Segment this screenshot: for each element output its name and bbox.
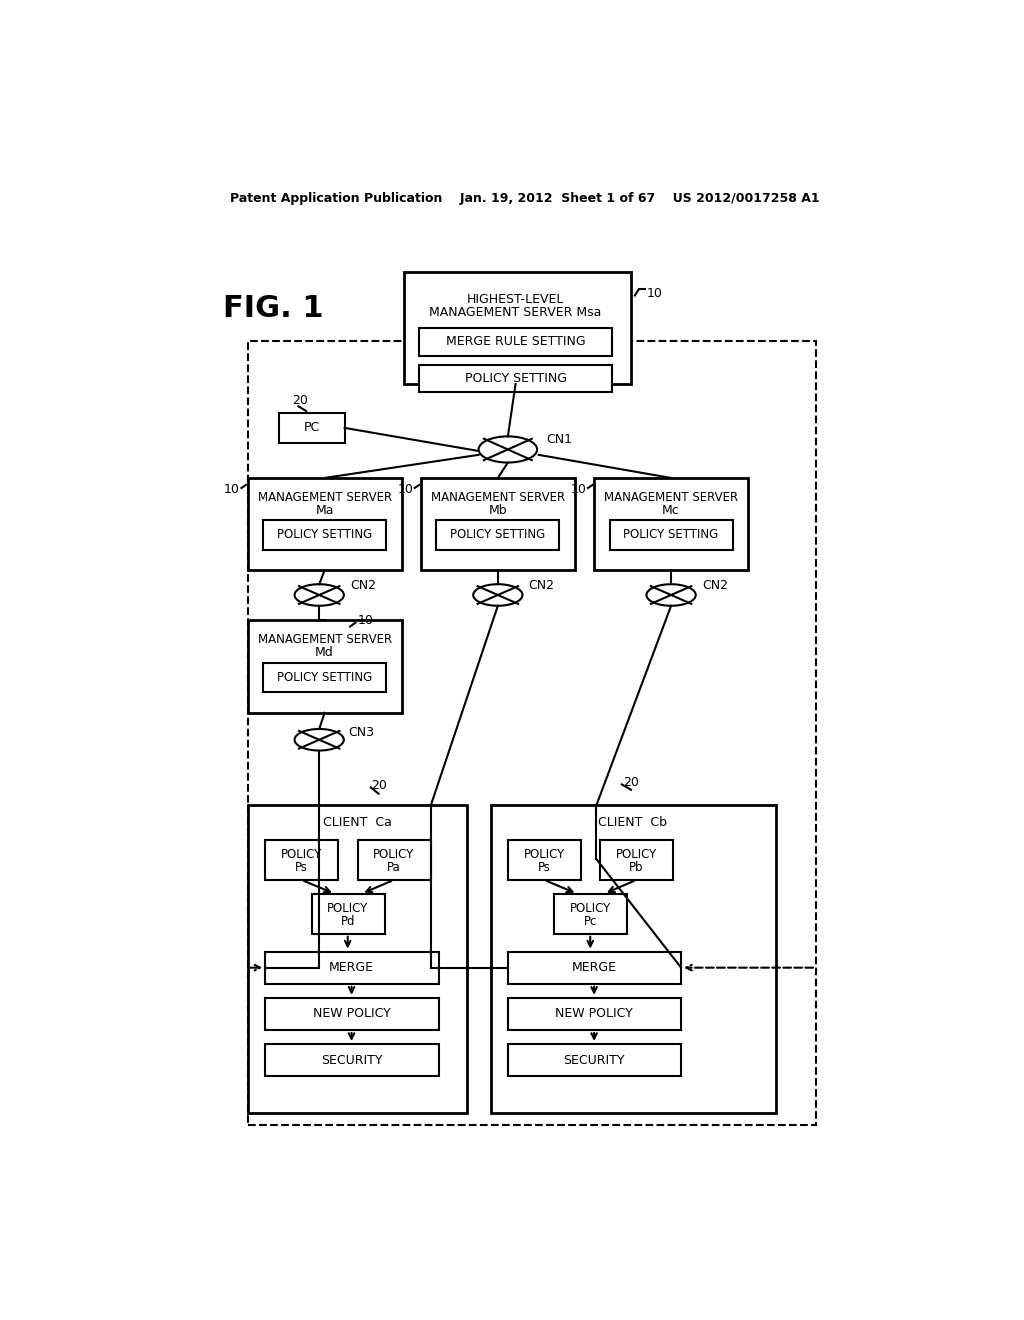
Text: MANAGEMENT SERVER: MANAGEMENT SERVER xyxy=(431,491,565,504)
Bar xyxy=(280,413,345,444)
Text: POLICY: POLICY xyxy=(569,902,611,915)
Text: Mb: Mb xyxy=(488,504,507,517)
Bar xyxy=(421,478,574,570)
Bar xyxy=(508,952,681,983)
Text: CN1: CN1 xyxy=(547,433,572,446)
Text: POLICY SETTING: POLICY SETTING xyxy=(624,528,719,541)
Text: CN2: CN2 xyxy=(701,579,728,593)
Text: MANAGEMENT SERVER Msa: MANAGEMENT SERVER Msa xyxy=(429,306,602,319)
Text: MANAGEMENT SERVER: MANAGEMENT SERVER xyxy=(604,491,738,504)
Text: MANAGEMENT SERVER: MANAGEMENT SERVER xyxy=(258,491,391,504)
Ellipse shape xyxy=(478,437,538,462)
Bar xyxy=(508,1044,681,1076)
Ellipse shape xyxy=(473,585,522,606)
Text: 20: 20 xyxy=(372,779,387,792)
Text: MANAGEMENT SERVER: MANAGEMENT SERVER xyxy=(258,634,391,647)
Text: MERGE: MERGE xyxy=(329,961,374,974)
Bar xyxy=(265,952,438,983)
Text: CLIENT  Cb: CLIENT Cb xyxy=(598,816,667,829)
Bar xyxy=(403,272,631,384)
Text: POLICY: POLICY xyxy=(615,847,657,861)
Text: FIG. 1: FIG. 1 xyxy=(222,294,324,323)
Bar xyxy=(419,364,611,392)
Text: POLICY: POLICY xyxy=(374,847,415,861)
Text: Pa: Pa xyxy=(387,861,400,874)
Text: 10: 10 xyxy=(357,614,374,627)
Bar xyxy=(490,805,776,1113)
Bar xyxy=(508,998,681,1030)
Bar xyxy=(263,663,386,692)
Bar xyxy=(594,478,749,570)
Text: Pd: Pd xyxy=(340,915,355,928)
Bar xyxy=(263,520,386,549)
Text: Md: Md xyxy=(315,647,334,659)
Text: NEW POLICY: NEW POLICY xyxy=(555,1007,633,1020)
Text: Mc: Mc xyxy=(663,504,680,517)
Bar xyxy=(265,840,339,880)
Bar xyxy=(508,840,581,880)
Text: MERGE: MERGE xyxy=(571,961,616,974)
Text: Ps: Ps xyxy=(295,861,308,874)
Text: HIGHEST-LEVEL: HIGHEST-LEVEL xyxy=(467,293,564,306)
Bar xyxy=(609,520,733,549)
Bar xyxy=(357,840,431,880)
Text: 10: 10 xyxy=(224,483,240,496)
Text: POLICY: POLICY xyxy=(523,847,564,861)
Text: NEW POLICY: NEW POLICY xyxy=(312,1007,390,1020)
Bar xyxy=(248,620,401,713)
Bar xyxy=(248,478,401,570)
Text: POLICY SETTING: POLICY SETTING xyxy=(465,372,566,385)
Text: Pc: Pc xyxy=(584,915,597,928)
Text: Ps: Ps xyxy=(538,861,551,874)
Text: POLICY SETTING: POLICY SETTING xyxy=(276,528,373,541)
Text: MERGE RULE SETTING: MERGE RULE SETTING xyxy=(445,335,586,348)
Ellipse shape xyxy=(295,585,344,606)
Text: Patent Application Publication    Jan. 19, 2012  Sheet 1 of 67    US 2012/001725: Patent Application Publication Jan. 19, … xyxy=(230,191,819,205)
Text: 10: 10 xyxy=(397,483,413,496)
Text: 10: 10 xyxy=(570,483,587,496)
Ellipse shape xyxy=(295,729,344,751)
Bar xyxy=(554,894,628,933)
Text: POLICY: POLICY xyxy=(281,847,323,861)
Bar xyxy=(248,805,467,1113)
Text: SECURITY: SECURITY xyxy=(563,1053,625,1067)
Text: CN3: CN3 xyxy=(348,726,375,739)
Text: 10: 10 xyxy=(646,286,663,300)
Text: 20: 20 xyxy=(292,395,308,408)
Bar xyxy=(311,894,385,933)
Text: 20: 20 xyxy=(624,776,639,788)
Text: POLICY: POLICY xyxy=(327,902,369,915)
Text: POLICY SETTING: POLICY SETTING xyxy=(276,671,373,684)
Bar xyxy=(436,520,559,549)
Text: CLIENT  Ca: CLIENT Ca xyxy=(323,816,391,829)
Text: CN2: CN2 xyxy=(528,579,555,593)
Text: Pb: Pb xyxy=(629,861,644,874)
Text: Ma: Ma xyxy=(315,504,334,517)
Bar xyxy=(265,998,438,1030)
Bar xyxy=(265,1044,438,1076)
Ellipse shape xyxy=(646,585,695,606)
Bar xyxy=(248,341,816,1125)
Bar xyxy=(419,327,611,355)
Bar xyxy=(600,840,674,880)
Text: POLICY SETTING: POLICY SETTING xyxy=(451,528,546,541)
Text: SECURITY: SECURITY xyxy=(321,1053,382,1067)
Text: PC: PC xyxy=(303,421,319,434)
Text: CN2: CN2 xyxy=(350,579,376,593)
